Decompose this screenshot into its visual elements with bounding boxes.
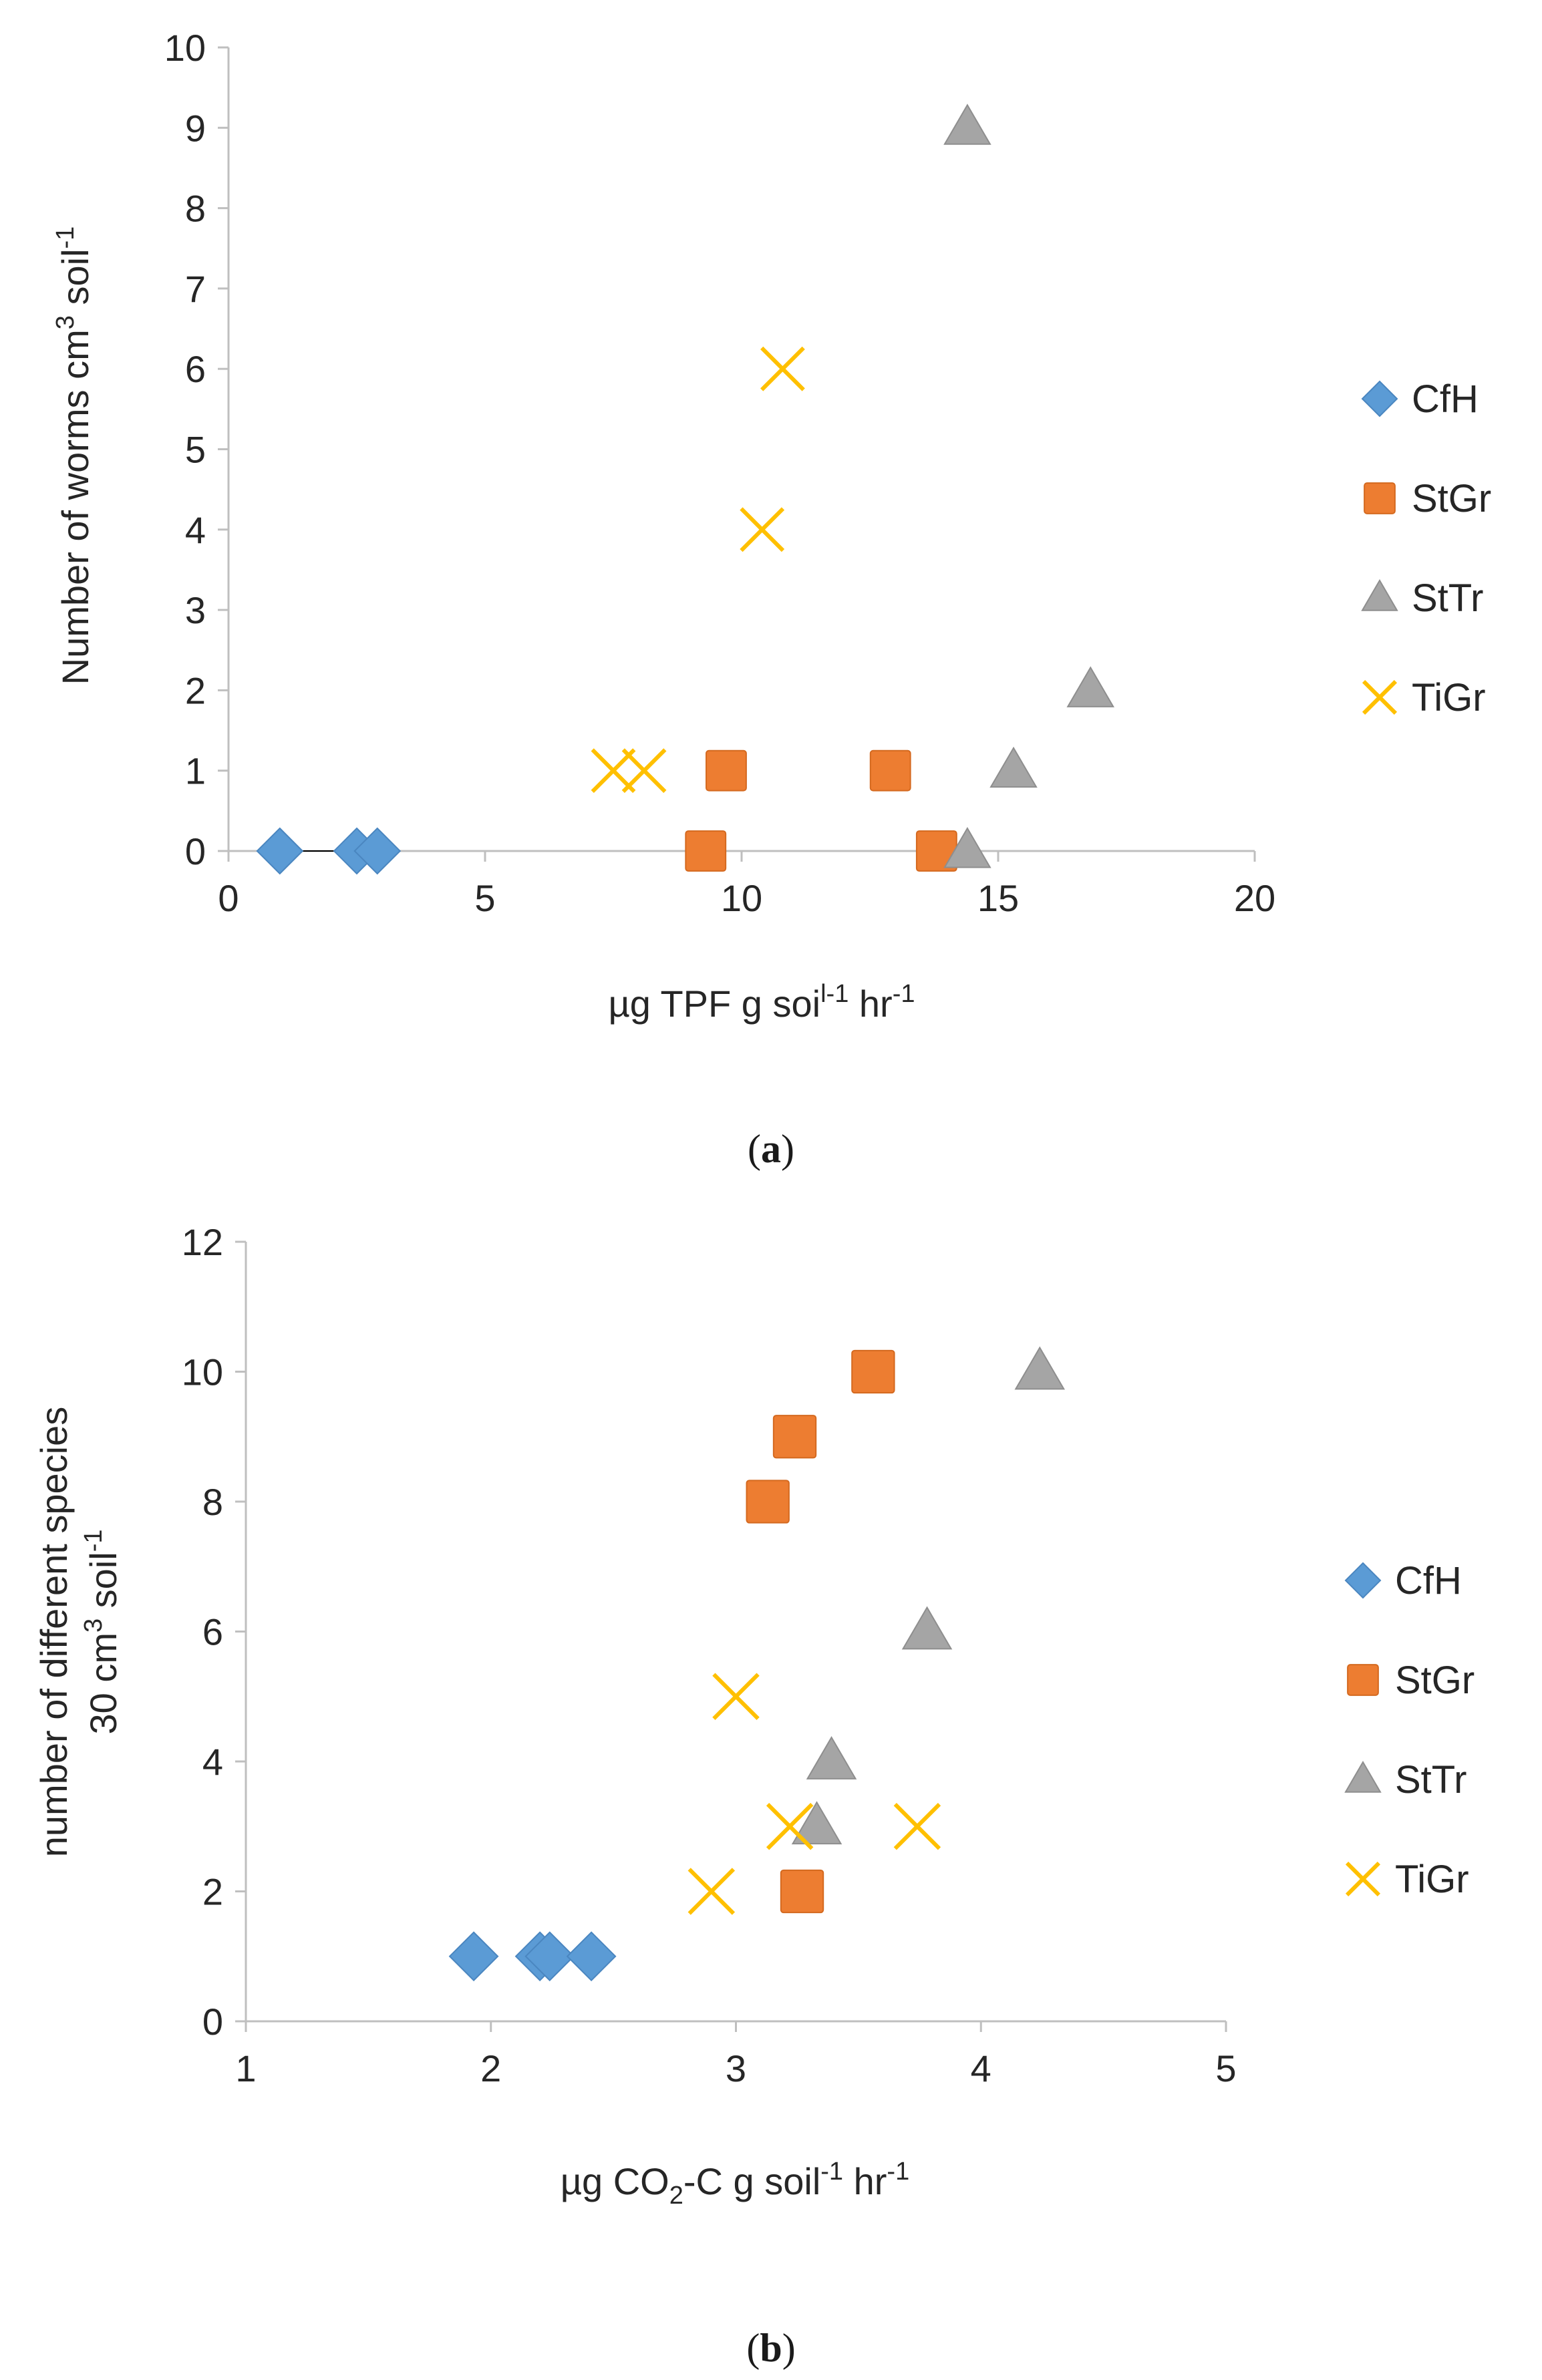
a-y-tick-label: 7	[185, 268, 206, 310]
a-y-tick-label: 4	[185, 509, 206, 551]
a-point-stgr	[706, 749, 747, 792]
a-y-tick-label: 9	[185, 107, 206, 149]
b-legend-label-tigr: TiGr	[1395, 1858, 1469, 1901]
a-point-cfh	[353, 827, 402, 875]
chart-b-y-axis-label: number of different species 30 cm3 soil-…	[33, 1407, 124, 1857]
chart-b-x-axis-label: µg CO2-C g soil-1 hr-1	[561, 2158, 909, 2210]
b-point-stgr	[780, 1869, 824, 1914]
chart-a-axes	[218, 46, 1256, 862]
a-legend-marker-stgr	[1364, 482, 1396, 514]
a-x-tick-label: 5	[474, 877, 495, 919]
b-legend-marker-sttr	[1344, 1761, 1382, 1793]
b-x-tick-label: 1	[235, 2047, 256, 2089]
a-point-sttr	[943, 827, 991, 868]
chart-a-x-axis-label: µg TPF g soil-1 hr-1	[609, 980, 915, 1025]
chart-b-legend: CfH StGr StTr TiGr	[1344, 1559, 1475, 1901]
chart-b-data-points	[448, 1346, 1066, 1982]
a-legend-marker-tigr	[1362, 679, 1398, 715]
chart-a-y-axis-label: Number of worms cm3 soil-1	[51, 226, 96, 685]
chart-b-y-axis-label-line2: 30 cm3 soil-1	[80, 1529, 124, 1734]
a-point-stgr	[685, 830, 727, 872]
chart-b-y-axis-label-line1: number of different species	[33, 1407, 75, 1857]
a-y-tick-label: 1	[185, 750, 206, 792]
b-legend-label-stgr: StGr	[1395, 1659, 1475, 1702]
b-y-tick-label: 12	[182, 1221, 223, 1263]
b-y-tick-label: 6	[202, 1611, 223, 1653]
b-legend-marker-cfh	[1344, 1562, 1382, 1599]
a-x-tick-label: 20	[1234, 877, 1275, 919]
b-point-stgr	[851, 1349, 895, 1394]
a-legend-label-stgr: StGr	[1412, 477, 1491, 520]
chart-a-panel-label: (a)	[748, 1127, 794, 1171]
a-legend-marker-sttr	[1361, 579, 1398, 611]
a-point-sttr	[943, 104, 991, 145]
chart-b-y-tick-labels: 0 2 4 6 8 10 12	[182, 1221, 223, 2043]
b-legend-marker-tigr	[1345, 1861, 1381, 1897]
b-y-tick-label: 0	[202, 2001, 223, 2043]
a-y-tick-label: 8	[185, 188, 206, 230]
a-point-tigr	[740, 507, 785, 552]
a-point-sttr	[989, 746, 1038, 788]
a-point-cfh	[256, 827, 304, 875]
b-point-cfh	[524, 1931, 575, 1982]
b-y-tick-label: 8	[202, 1481, 223, 1523]
a-point-stgr	[869, 749, 911, 792]
b-point-stgr	[772, 1415, 817, 1459]
b-x-tick-label: 3	[726, 2047, 746, 2089]
chart-a-legend: CfH StGr StTr TiGr	[1361, 377, 1491, 719]
b-legend-label-sttr: StTr	[1395, 1758, 1467, 1802]
chart-a-x-tick-labels: 0 5 10 15 20	[218, 877, 1275, 919]
a-point-tigr	[621, 748, 667, 794]
a-point-sttr	[1066, 666, 1114, 707]
b-point-tigr	[712, 1673, 760, 1720]
b-x-tick-label: 5	[1215, 2047, 1236, 2089]
a-legend-label-cfh: CfH	[1412, 377, 1479, 421]
a-legend-label-sttr: StTr	[1412, 576, 1483, 620]
b-point-sttr	[1014, 1346, 1066, 1390]
a-legend-marker-cfh	[1361, 380, 1398, 417]
b-point-cfh	[566, 1931, 617, 1982]
b-point-sttr	[806, 1736, 857, 1779]
b-point-stgr	[746, 1480, 790, 1524]
a-y-tick-label: 0	[185, 830, 206, 872]
b-point-cfh	[448, 1931, 499, 1982]
b-x-tick-label: 2	[480, 2047, 501, 2089]
a-y-tick-label: 3	[185, 589, 206, 631]
b-point-sttr	[791, 1801, 842, 1845]
b-y-tick-label: 10	[182, 1351, 223, 1393]
chart-panel-a: 0 1 2 3 4 5 6 7 8 9 10 0 5 10 15 20 µg TPF g soil-1 hr…	[51, 27, 1491, 1171]
b-x-tick-label: 4	[971, 2047, 991, 2089]
chart-b-x-tick-labels: 1 2 3 4 5	[235, 2047, 1236, 2089]
chart-a-data-points	[256, 104, 1114, 875]
b-point-tigr	[893, 1803, 941, 1850]
b-point-tigr	[687, 1868, 736, 1915]
chart-b-axes	[235, 1240, 1227, 2032]
a-x-tick-label: 15	[977, 877, 1019, 919]
chart-a-y-tick-labels: 0 1 2 3 4 5 6 7 8 9 10	[164, 27, 206, 872]
a-y-tick-label: 2	[185, 669, 206, 711]
a-x-tick-label: 10	[721, 877, 762, 919]
chart-b-panel-label: (b)	[746, 2326, 795, 2370]
a-point-tigr	[760, 346, 805, 391]
b-point-sttr	[901, 1606, 953, 1650]
a-x-tick-label: 0	[218, 877, 239, 919]
b-legend-marker-stgr	[1347, 1664, 1379, 1696]
b-legend-label-cfh: CfH	[1395, 1559, 1462, 1602]
b-point-tigr	[766, 1803, 814, 1850]
a-point-tigr	[591, 748, 636, 794]
b-y-tick-label: 4	[202, 1741, 223, 1783]
a-y-tick-label: 10	[164, 27, 206, 69]
a-y-tick-label: 5	[185, 429, 206, 471]
a-legend-label-tigr: TiGr	[1412, 676, 1486, 719]
a-y-tick-label: 6	[185, 348, 206, 390]
b-y-tick-label: 2	[202, 1871, 223, 1913]
